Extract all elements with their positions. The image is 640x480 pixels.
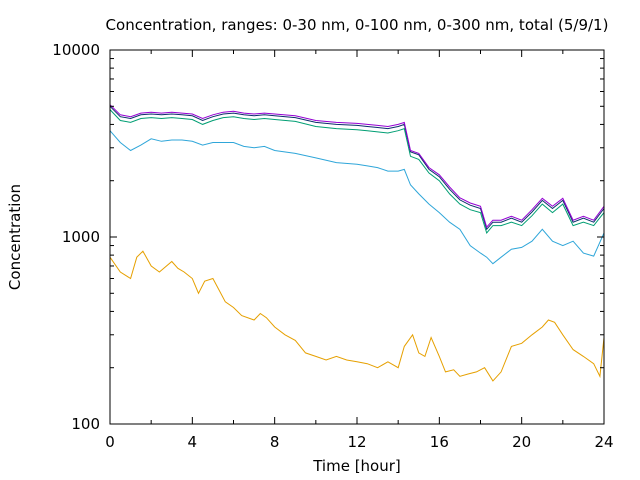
x-tick-label: 4 (188, 433, 198, 451)
x-tick-label: 8 (270, 433, 280, 451)
chart-title: Concentration, ranges: 0-30 nm, 0-100 nm… (106, 16, 609, 34)
x-tick-label: 12 (347, 433, 366, 451)
x-tick-label: 24 (594, 433, 613, 451)
y-tick-label: 10000 (52, 41, 100, 59)
plot-frame (109, 49, 605, 425)
axis-ticks (109, 49, 605, 425)
plot-lines (109, 104, 605, 382)
x-tick-label: 0 (105, 433, 115, 451)
x-tick-label: 16 (430, 433, 449, 451)
series-line-4 (109, 105, 605, 231)
y-axis-label: Concentration (6, 184, 24, 290)
series-line-1 (109, 250, 605, 382)
tick-labels: 0 4 8 12 16 20 24 100 1000 10000 (52, 41, 613, 451)
y-tick-label: 100 (71, 415, 100, 433)
y-tick-label: 1000 (62, 228, 100, 246)
series-line-2 (109, 130, 605, 265)
series-line-3 (109, 109, 605, 235)
series-line-5 (109, 104, 605, 229)
x-axis-label: Time [hour] (312, 457, 401, 475)
x-tick-label: 20 (512, 433, 531, 451)
